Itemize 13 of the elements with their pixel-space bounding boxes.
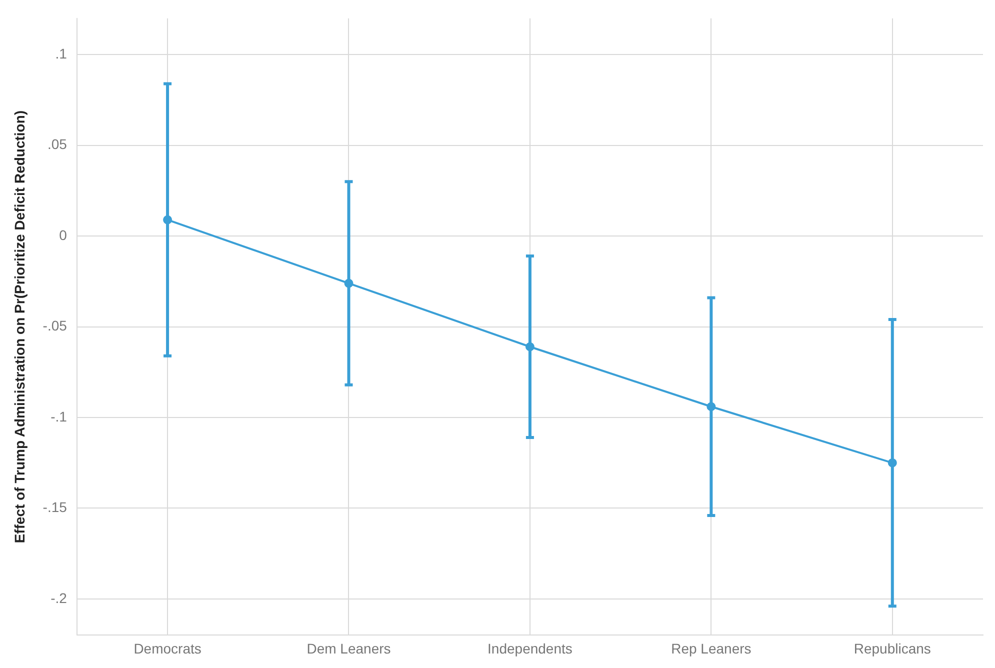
y-tick-label: .05 bbox=[47, 136, 68, 152]
y-tick-label: 0 bbox=[59, 226, 68, 243]
y-tick-label: -.15 bbox=[42, 499, 68, 516]
x-tick-label: Dem Leaners bbox=[306, 640, 391, 656]
y-tick-label: .1 bbox=[55, 46, 68, 62]
y-axis-title: Effect of Trump Administration on Pr(Prioritize Deficit Reduction) bbox=[11, 110, 28, 544]
x-tick-label: Independents bbox=[488, 640, 572, 656]
x-tick-label: Rep Leaners bbox=[671, 640, 752, 656]
y-tick-label: -.2 bbox=[50, 590, 68, 606]
x-tick-label: Democrats bbox=[134, 640, 202, 656]
x-tick-label: Republicans bbox=[854, 640, 931, 656]
y-tick-label: -.05 bbox=[42, 318, 68, 334]
y-tick-label: -.1 bbox=[50, 408, 68, 424]
